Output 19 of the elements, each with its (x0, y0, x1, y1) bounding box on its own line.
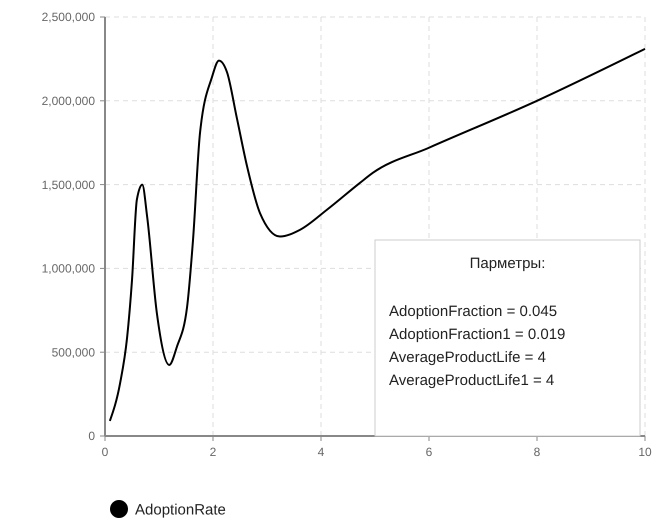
x-tick-label: 4 (318, 445, 325, 459)
x-tick-label: 10 (638, 445, 652, 459)
annotation: AverageProductLife1 = 4 (389, 372, 554, 389)
line-series (108, 48, 646, 422)
y-tick-label: 2,000,000 (42, 94, 96, 108)
y-tick-label: 2,500,000 (42, 10, 96, 24)
x-tick-label: 0 (102, 445, 109, 459)
y-tick-label: 1,500,000 (42, 178, 96, 192)
annotation: AverageProductLife = 4 (389, 349, 546, 366)
x-tick-label: 2 (210, 445, 217, 459)
x-tick-label: 8 (534, 445, 541, 459)
y-tick-label: 500,000 (52, 345, 96, 360)
y-tick-label: 1,000,000 (42, 262, 96, 276)
y-tick-label: 0 (88, 429, 96, 444)
x-tick-label: 6 (426, 445, 433, 459)
annotation: Парметры: (470, 255, 546, 272)
annotation: AdoptionFraction = 0.045 (389, 303, 558, 320)
legend-label: AdoptionRate (135, 501, 226, 518)
annotation: AdoptionFraction1 = 0.019 (389, 326, 566, 343)
